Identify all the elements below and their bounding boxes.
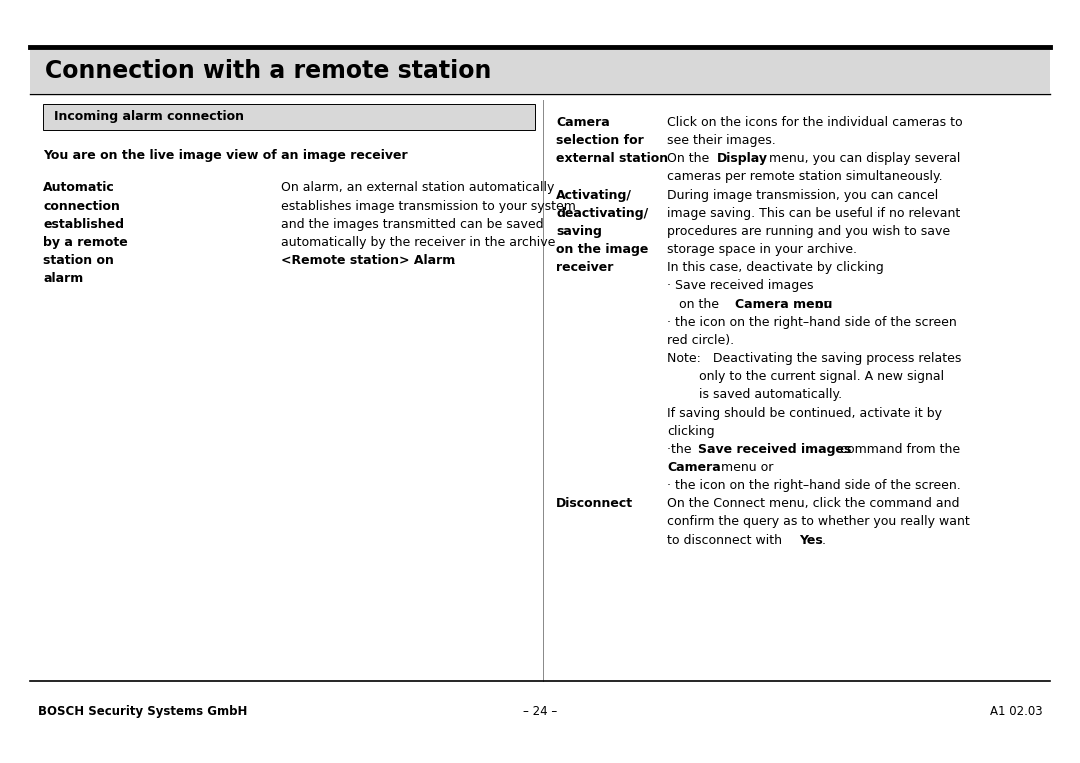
Text: During image transmission, you can cancel: During image transmission, you can cance… [667, 188, 939, 201]
Text: saving: saving [556, 225, 602, 238]
Text: Camera menu: Camera menu [735, 298, 833, 311]
Text: or: or [812, 298, 829, 311]
Text: BOSCH Security Systems GmbH: BOSCH Security Systems GmbH [38, 704, 247, 718]
Text: storage space in your archive.: storage space in your archive. [667, 243, 858, 256]
Text: establishes image transmission to your system: establishes image transmission to your s… [281, 200, 576, 213]
Text: to disconnect with: to disconnect with [667, 533, 786, 546]
Text: confirm the query as to whether you really want: confirm the query as to whether you real… [667, 516, 970, 529]
Text: <Remote station> Alarm: <Remote station> Alarm [281, 254, 455, 267]
Text: alarm: alarm [43, 272, 83, 285]
Text: Camera: Camera [667, 461, 721, 474]
Text: is saved automatically.: is saved automatically. [667, 388, 842, 401]
Text: clicking: clicking [667, 425, 715, 438]
Text: Camera: Camera [556, 116, 610, 129]
Text: receiver: receiver [556, 261, 613, 274]
Text: · the icon on the right–hand side of the screen: · the icon on the right–hand side of the… [667, 316, 957, 329]
Text: connection: connection [43, 200, 120, 213]
Text: Automatic: Automatic [43, 182, 114, 195]
Text: command from the: command from the [836, 443, 960, 456]
Text: If saving should be continued, activate it by: If saving should be continued, activate … [667, 407, 943, 420]
Text: external station: external station [556, 153, 669, 166]
Text: On alarm, an external station automatically: On alarm, an external station automatica… [281, 182, 554, 195]
Text: on the image: on the image [556, 243, 649, 256]
Text: procedures are running and you wish to save: procedures are running and you wish to s… [667, 225, 950, 238]
Text: – 24 –: – 24 – [523, 704, 557, 718]
Text: On the Connect menu, click the command and: On the Connect menu, click the command a… [667, 497, 960, 510]
Text: deactivating/: deactivating/ [556, 207, 648, 220]
Text: Incoming alarm connection: Incoming alarm connection [54, 110, 244, 124]
Text: In this case, deactivate by clicking: In this case, deactivate by clicking [667, 261, 885, 274]
Text: · Save received images: · Save received images [667, 279, 814, 292]
Text: On the: On the [667, 153, 714, 166]
Text: Save received images: Save received images [698, 443, 851, 456]
Text: and the images transmitted can be saved: and the images transmitted can be saved [281, 217, 543, 230]
Text: red circle).: red circle). [667, 334, 734, 347]
Text: image saving. This can be useful if no relevant: image saving. This can be useful if no r… [667, 207, 961, 220]
Text: on the: on the [667, 298, 724, 311]
Text: see their images.: see their images. [667, 134, 777, 147]
Text: Display: Display [717, 153, 768, 166]
Text: only to the current signal. A new signal: only to the current signal. A new signal [667, 370, 945, 383]
Text: Click on the icons for the individual cameras to: Click on the icons for the individual ca… [667, 116, 963, 129]
Text: .: . [451, 254, 456, 267]
Text: ·the: ·the [667, 443, 696, 456]
Text: established: established [43, 217, 124, 230]
Text: automatically by the receiver in the archive: automatically by the receiver in the arc… [281, 236, 555, 249]
Text: menu, you can display several: menu, you can display several [765, 153, 960, 166]
Text: station on: station on [43, 254, 114, 267]
Text: cameras per remote station simultaneously.: cameras per remote station simultaneousl… [667, 170, 943, 183]
Text: Note:   Deactivating the saving process relates: Note: Deactivating the saving process re… [667, 352, 962, 365]
Text: Connection with a remote station: Connection with a remote station [45, 59, 491, 83]
Text: · the icon on the right–hand side of the screen.: · the icon on the right–hand side of the… [667, 479, 961, 492]
Text: Disconnect: Disconnect [556, 497, 633, 510]
FancyBboxPatch shape [30, 50, 1050, 93]
Text: selection for: selection for [556, 134, 644, 147]
Text: menu or: menu or [717, 461, 773, 474]
Text: Activating/: Activating/ [556, 188, 632, 201]
FancyBboxPatch shape [43, 104, 535, 130]
Text: A1 02.03: A1 02.03 [989, 704, 1042, 718]
Text: Yes: Yes [799, 533, 823, 546]
Text: You are on the live image view of an image receiver: You are on the live image view of an ima… [43, 149, 408, 162]
Text: by a remote: by a remote [43, 236, 127, 249]
Text: .: . [822, 533, 826, 546]
